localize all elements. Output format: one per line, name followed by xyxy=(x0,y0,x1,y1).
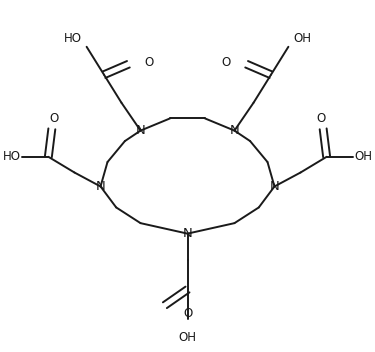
Text: OH: OH xyxy=(354,150,372,163)
Text: O: O xyxy=(317,112,326,125)
Text: O: O xyxy=(183,307,192,320)
Text: O: O xyxy=(144,56,153,69)
Text: HO: HO xyxy=(63,32,81,45)
Text: N: N xyxy=(183,227,192,240)
Text: HO: HO xyxy=(3,150,21,163)
Text: O: O xyxy=(222,56,231,69)
Text: N: N xyxy=(270,180,279,193)
Text: OH: OH xyxy=(294,32,312,45)
Text: N: N xyxy=(230,124,239,137)
Text: O: O xyxy=(49,112,58,125)
Text: N: N xyxy=(96,180,105,193)
Text: OH: OH xyxy=(178,331,196,344)
Text: N: N xyxy=(136,124,146,137)
